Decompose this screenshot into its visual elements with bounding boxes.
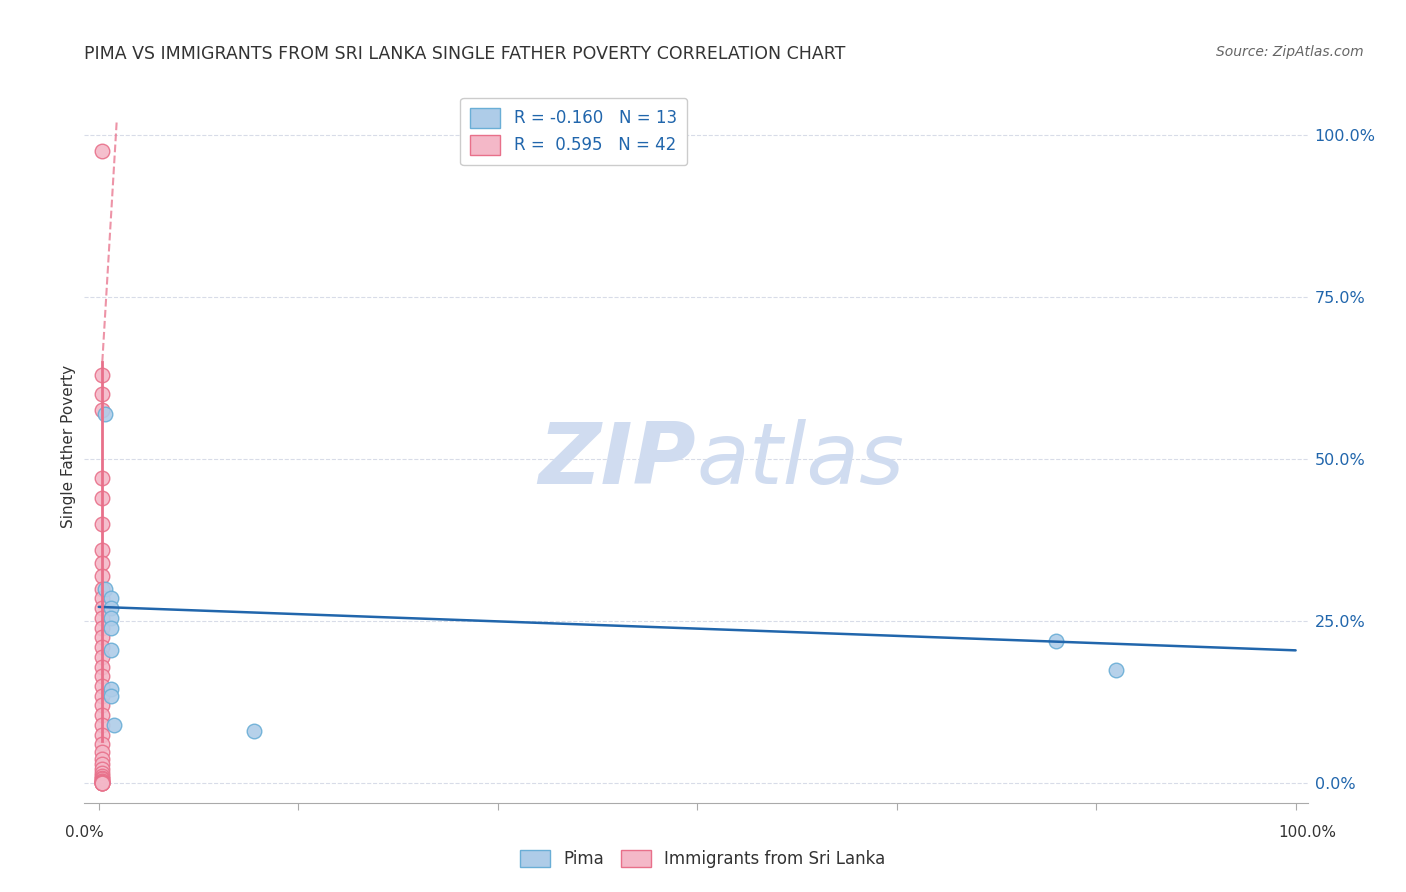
Point bbox=[91, 659, 114, 673]
Point bbox=[91, 728, 114, 742]
Point bbox=[1045, 633, 1067, 648]
Point bbox=[100, 601, 122, 615]
Point bbox=[100, 611, 122, 625]
Legend: R = -0.160   N = 13, R =  0.595   N = 42: R = -0.160 N = 13, R = 0.595 N = 42 bbox=[460, 97, 688, 165]
Text: Source: ZipAtlas.com: Source: ZipAtlas.com bbox=[1216, 45, 1364, 59]
Point bbox=[91, 738, 114, 752]
Point bbox=[91, 771, 114, 785]
Point bbox=[91, 718, 114, 732]
Point bbox=[91, 768, 114, 782]
Point bbox=[91, 601, 114, 615]
Point bbox=[91, 775, 114, 789]
Legend: Pima, Immigrants from Sri Lanka: Pima, Immigrants from Sri Lanka bbox=[513, 843, 893, 875]
Point bbox=[100, 689, 122, 703]
Point bbox=[91, 368, 114, 382]
Point bbox=[100, 682, 122, 697]
Text: PIMA VS IMMIGRANTS FROM SRI LANKA SINGLE FATHER POVERTY CORRELATION CHART: PIMA VS IMMIGRANTS FROM SRI LANKA SINGLE… bbox=[84, 45, 846, 62]
Point bbox=[91, 752, 114, 766]
Point bbox=[91, 491, 114, 505]
Point bbox=[91, 698, 114, 713]
Point bbox=[91, 775, 114, 789]
Point bbox=[91, 762, 114, 776]
Point bbox=[91, 689, 114, 703]
Point bbox=[91, 621, 114, 635]
Text: 100.0%: 100.0% bbox=[1278, 825, 1337, 840]
Point bbox=[91, 516, 114, 531]
Point bbox=[1105, 663, 1128, 677]
Point bbox=[91, 403, 114, 417]
Point bbox=[91, 775, 114, 789]
Point bbox=[91, 471, 114, 485]
Point bbox=[100, 643, 122, 657]
Point bbox=[91, 649, 114, 664]
Point bbox=[91, 766, 114, 780]
Point bbox=[91, 774, 114, 789]
Point bbox=[91, 640, 114, 654]
Point bbox=[91, 679, 114, 693]
Point bbox=[91, 708, 114, 723]
Point bbox=[91, 387, 114, 401]
Point bbox=[91, 631, 114, 645]
Text: atlas: atlas bbox=[696, 418, 904, 502]
Point bbox=[91, 772, 114, 787]
Text: 0.0%: 0.0% bbox=[65, 825, 104, 840]
Point bbox=[91, 542, 114, 557]
Point bbox=[103, 718, 125, 732]
Point bbox=[100, 591, 122, 606]
Point bbox=[91, 756, 114, 771]
Point bbox=[91, 611, 114, 625]
Point bbox=[91, 556, 114, 570]
Point bbox=[91, 775, 114, 789]
Point bbox=[91, 773, 114, 788]
Point bbox=[91, 568, 114, 582]
Point bbox=[243, 724, 266, 739]
Point bbox=[91, 775, 114, 789]
Text: ZIP: ZIP bbox=[538, 418, 696, 502]
Point bbox=[93, 582, 115, 596]
Point bbox=[91, 591, 114, 606]
Point bbox=[100, 621, 122, 635]
Point bbox=[91, 669, 114, 683]
Y-axis label: Single Father Poverty: Single Father Poverty bbox=[60, 365, 76, 527]
Point bbox=[91, 745, 114, 759]
Point bbox=[91, 144, 114, 158]
Point bbox=[91, 582, 114, 596]
Point bbox=[93, 407, 115, 421]
